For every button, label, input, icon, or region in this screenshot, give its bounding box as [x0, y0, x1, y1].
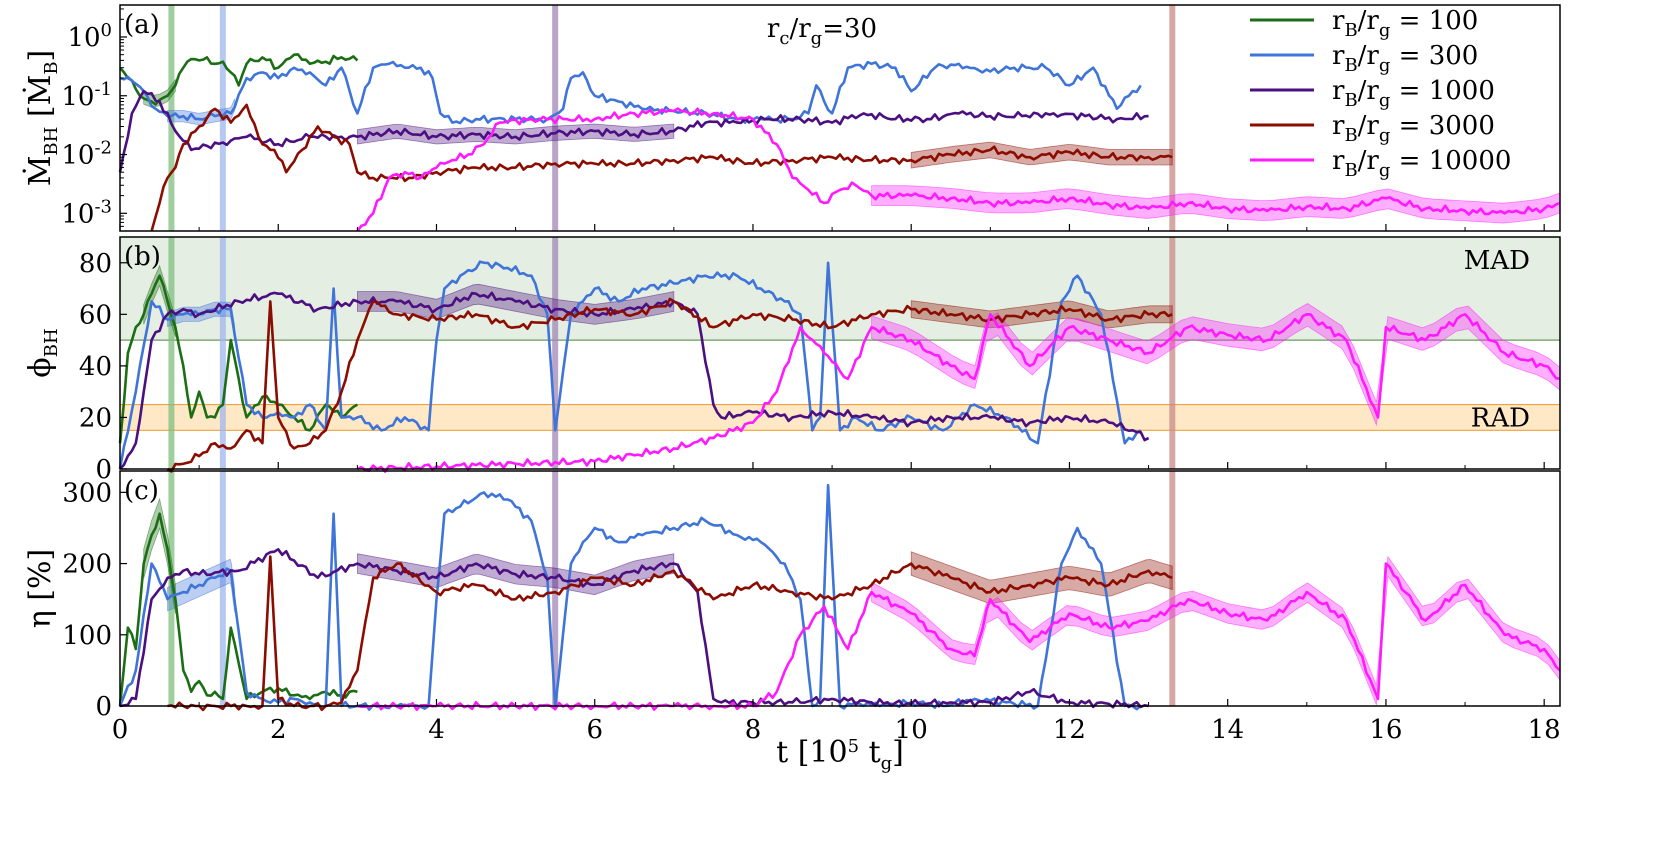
x-tick-label-10: 10	[895, 715, 928, 745]
x-tick-label-6: 6	[586, 715, 603, 745]
vline-b-0	[168, 237, 175, 469]
vline-b-3	[1169, 237, 1176, 469]
legend-label-r-b-r-g-3000: rB/rg = 3000	[1332, 111, 1495, 146]
series-b-r-b-r-g-3000	[166, 297, 1173, 473]
panel-title: rc/rg=30	[767, 14, 877, 49]
vline-a-2	[552, 5, 559, 231]
y-tick-label-b-4: 80	[79, 249, 112, 279]
region-label-rad: RAD	[1471, 403, 1530, 433]
panel-label-c: (c)	[124, 476, 159, 506]
vline-c-1	[219, 471, 226, 706]
series-b-r-b-r-g-300	[118, 260, 1142, 470]
x-tick-label-0: 0	[112, 715, 129, 745]
axes-frame-c	[119, 470, 1561, 707]
legend-label-r-b-r-g-300: rB/rg = 300	[1332, 41, 1478, 76]
y-axis-label-b: ϕBH	[23, 328, 62, 377]
region-label-mad: MAD	[1464, 246, 1530, 276]
x-tick-label-4: 4	[428, 715, 445, 745]
x-tick-label-16: 16	[1369, 715, 1402, 745]
y-tick-label-b-2: 40	[79, 352, 112, 382]
series-b-r-b-r-g-10000	[356, 313, 1561, 473]
band-c-r-b-r-g-100	[143, 497, 176, 614]
x-tick-label-18: 18	[1528, 715, 1561, 745]
series-c-r-b-r-g-100	[118, 512, 358, 707]
axes-layer	[119, 4, 1561, 707]
axes-frame-a	[119, 4, 1561, 232]
vline-a-0	[168, 5, 175, 231]
axes-frame-b	[119, 236, 1561, 470]
y-tick-label-c-0: 0	[95, 692, 112, 722]
x-tick-label-12: 12	[1053, 715, 1086, 745]
band-b-r-b-r-g-100	[143, 264, 176, 338]
series-a-r-b-r-g-3000	[150, 103, 1173, 232]
y-tick-label-a-2: 10-1	[61, 79, 112, 112]
legend-label-r-b-r-g-10000: rB/rg = 10000	[1332, 146, 1511, 181]
series-c-r-b-r-g-3000	[167, 555, 1173, 712]
y-tick-label-a-0: 10-3	[61, 196, 112, 229]
x-axis-label: t [105 tg]	[776, 735, 904, 774]
series-layer	[118, 53, 1561, 712]
x-tick-label-2: 2	[270, 715, 287, 745]
legend-label-r-b-r-g-100: rB/rg = 100	[1332, 6, 1478, 41]
y-tick-label-a-1: 10-2	[61, 138, 112, 171]
vline-c-2	[552, 471, 559, 706]
series-a-r-b-r-g-1000	[118, 89, 1149, 173]
y-tick-label-b-3: 60	[79, 300, 112, 330]
y-axis-label-a: ṀBH [ṀB]	[22, 50, 62, 187]
vline-b-1	[219, 237, 226, 469]
legend-label-r-b-r-g-1000: rB/rg = 1000	[1332, 76, 1495, 111]
y-tick-label-b-0: 0	[95, 455, 112, 485]
y-tick-label-a-3: 100	[67, 20, 112, 53]
band-a-r-b-r-g-1000	[357, 123, 675, 145]
y-tick-label-b-1: 20	[79, 403, 112, 433]
y-tick-label-c-3: 300	[62, 478, 112, 508]
series-a-r-b-r-g-10000	[356, 107, 1561, 232]
panel-label-b: (b)	[124, 242, 161, 272]
vline-b-2	[552, 237, 559, 469]
series-b-r-b-r-g-1000	[119, 291, 1150, 470]
vline-a-3	[1169, 5, 1176, 231]
series-c-r-b-r-g-10000	[357, 562, 1561, 711]
series-a-r-b-r-g-100	[119, 53, 359, 106]
series-c-r-b-r-g-1000	[119, 548, 1149, 709]
x-tick-label-14: 14	[1211, 715, 1244, 745]
y-axis-label-c: η [%]	[23, 549, 58, 628]
y-tick-label-c-2: 200	[62, 550, 112, 580]
panel-label-a: (a)	[124, 10, 160, 40]
x-tick-label-8: 8	[745, 715, 762, 745]
series-a-r-b-r-g-300	[119, 60, 1142, 125]
series-b-r-b-r-g-100	[118, 274, 359, 444]
y-tick-label-c-1: 100	[62, 621, 112, 651]
